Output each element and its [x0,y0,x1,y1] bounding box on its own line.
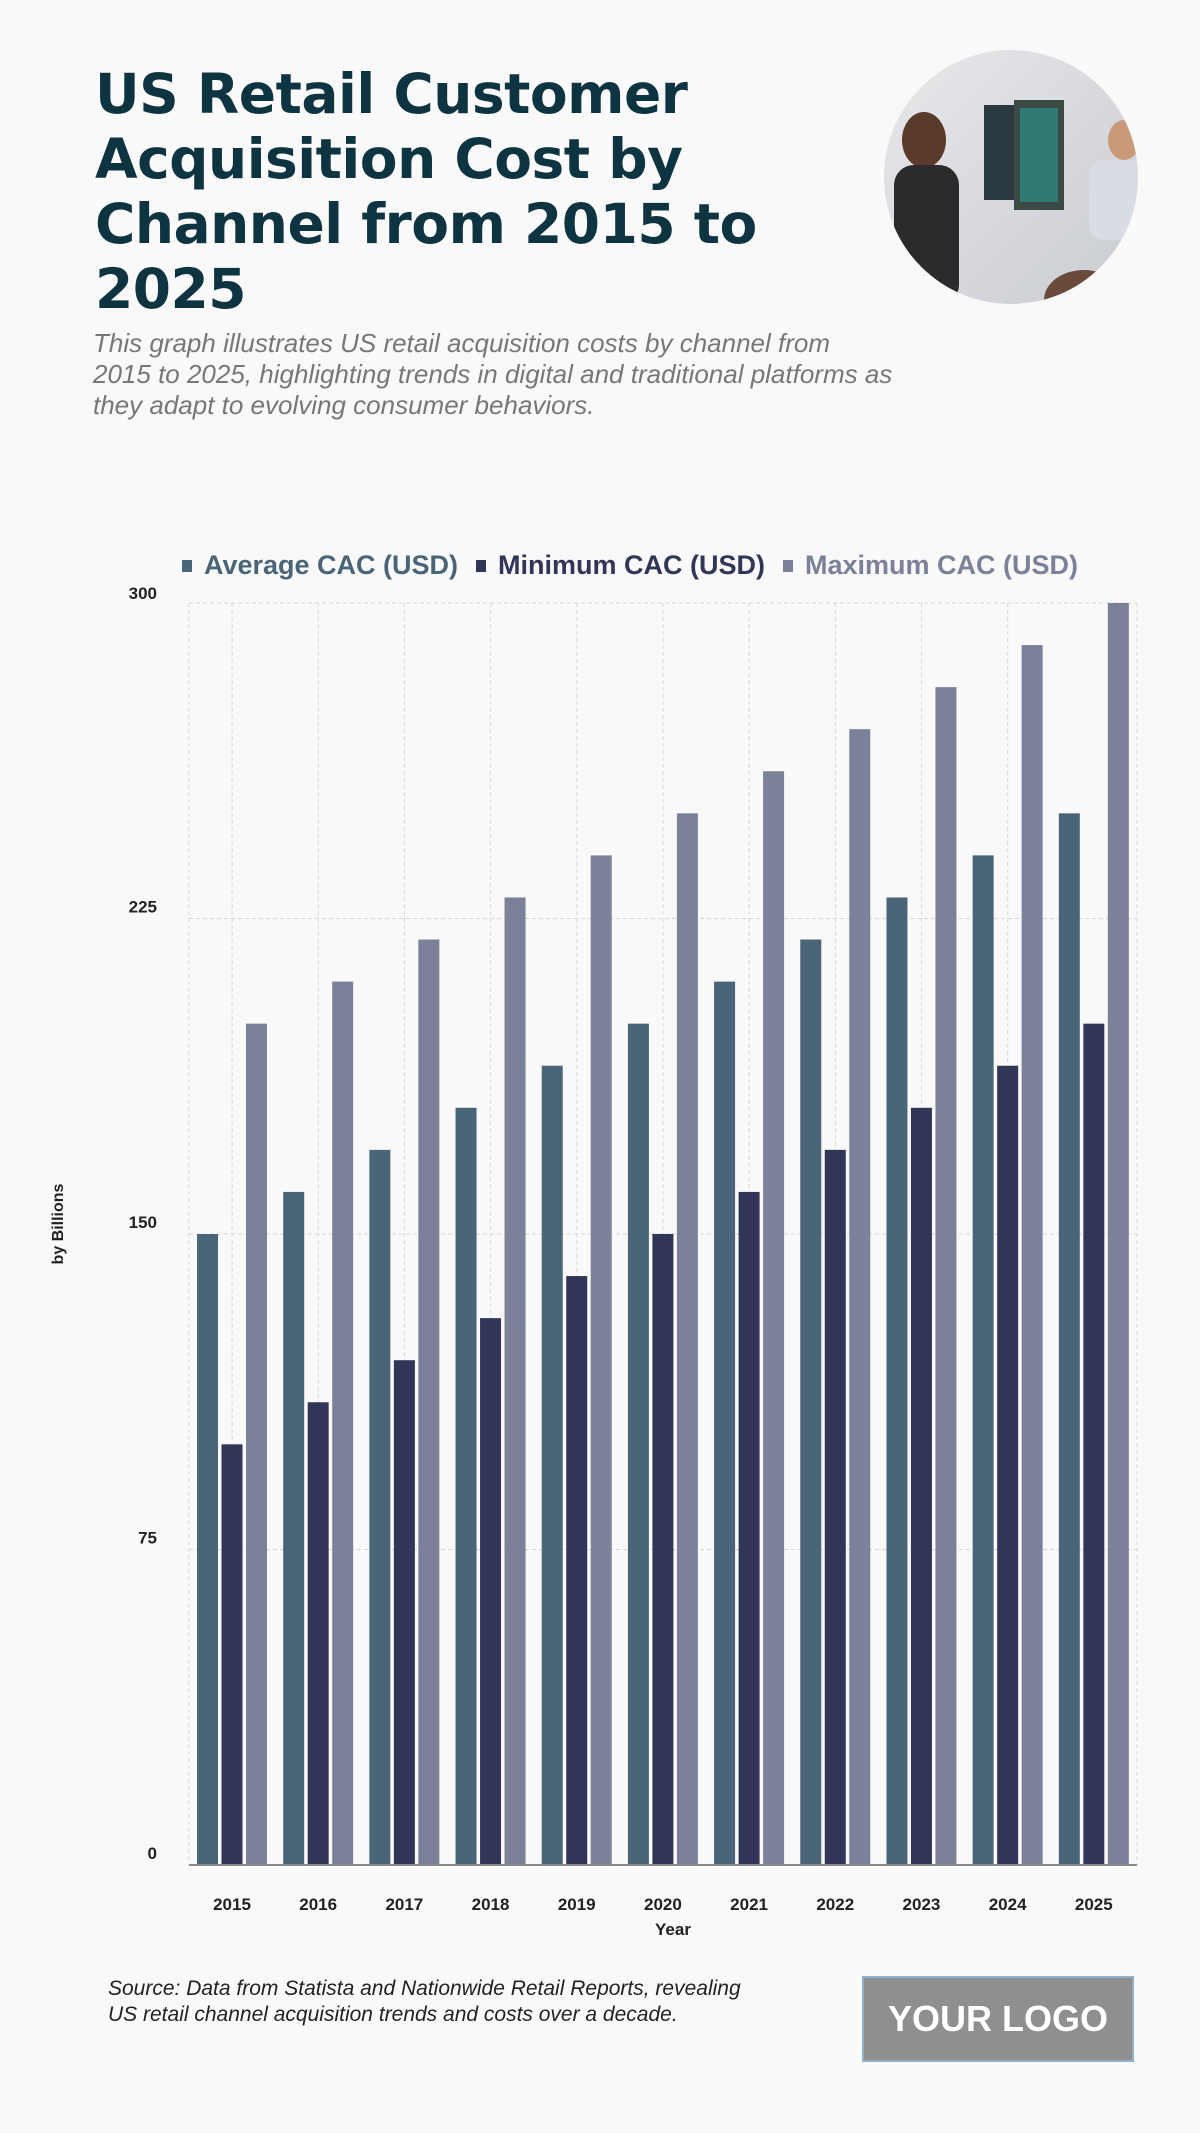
bar-maximum-2019 [590,855,612,1865]
bar-average-2017 [369,1149,391,1865]
bar-minimum-2020 [652,1234,674,1865]
bar-maximum-2025 [1107,603,1129,1865]
bar-maximum-2022 [849,729,871,1866]
bar-average-2022 [800,939,822,1865]
source-note: Source: Data from Statista and Nationwid… [108,1977,741,2026]
bar-minimum-2017 [393,1360,415,1865]
legend-item-maximum: Maximum CAC (USD) [783,550,1078,581]
x-axis-title: Year [655,1920,691,1939]
bar-minimum-2023 [910,1107,932,1865]
bar-chart: 0 75 150 225 300 2015 2016 2017 2018 2019 2020 2021… [50,584,1138,1939]
legend: Average CAC (USD) Minimum CAC (USD) Maxi… [0,550,1200,581]
bar-minimum-2018 [480,1318,502,1865]
bar-minimum-2022 [824,1149,846,1865]
bar-average-2023 [886,897,908,1865]
bar-maximum-2023 [935,687,957,1866]
x-tick-label: 2015 [213,1895,251,1914]
y-tick-label: 225 [129,898,157,917]
x-tick-label: 2023 [903,1895,941,1914]
bar-minimum-2016 [307,1402,329,1865]
bar-maximum-2016 [332,981,354,1865]
bar-maximum-2017 [418,939,440,1865]
x-tick-label: 2020 [644,1895,682,1914]
bar-minimum-2015 [221,1444,243,1865]
bar-average-2019 [541,1065,563,1865]
header-photo [884,50,1138,304]
y-tick-label: 0 [148,1844,157,1863]
x-tick-label: 2019 [558,1895,596,1914]
x-tick-label: 2024 [989,1895,1027,1914]
bar-maximum-2020 [676,813,698,1866]
y-tick-label: 150 [129,1213,157,1232]
logo-placeholder: YOUR LOGO [862,1976,1134,2062]
legend-swatch-average [181,559,192,572]
x-tick-label: 2022 [816,1895,854,1914]
bar-average-2018 [455,1107,477,1865]
bar-average-2024 [972,855,994,1865]
bar-average-2021 [714,981,736,1865]
x-tick-label: 2016 [299,1895,337,1914]
y-tick-label: 75 [138,1529,157,1548]
legend-swatch-maximum [783,559,793,572]
legend-label-minimum: Minimum CAC (USD) [498,550,765,580]
bar-maximum-2024 [1021,645,1043,1865]
bar-maximum-2018 [504,897,526,1865]
bar-minimum-2025 [1083,1023,1105,1865]
legend-swatch-minimum [476,559,487,572]
y-axis-title: by Billions [50,1183,67,1264]
legend-label-maximum: Maximum CAC (USD) [805,550,1079,580]
bar-average-2015 [197,1234,218,1865]
y-tick-label: 300 [129,584,157,603]
bar-average-2016 [283,1191,305,1865]
bar-minimum-2021 [738,1191,760,1865]
legend-item-minimum: Minimum CAC (USD) [476,550,765,581]
bar-minimum-2019 [566,1276,588,1865]
bar-maximum-2021 [763,771,785,1866]
chart-subtitle: This graph illustrates US retail acquisi… [93,328,893,420]
legend-item-average: Average CAC (USD) [181,550,459,581]
bar-maximum-2015 [246,1023,267,1865]
x-tick-label: 2018 [472,1895,510,1914]
legend-label-average: Average CAC (USD) [203,550,459,580]
bar-average-2025 [1058,813,1080,1866]
x-tick-label: 2021 [730,1895,768,1914]
chart-title: US Retail Customer Acquisition Cost by C… [95,62,757,321]
bar-average-2020 [627,1023,649,1865]
bar-minimum-2024 [997,1065,1019,1865]
x-tick-label: 2017 [385,1895,423,1914]
x-tick-label: 2025 [1075,1895,1113,1914]
